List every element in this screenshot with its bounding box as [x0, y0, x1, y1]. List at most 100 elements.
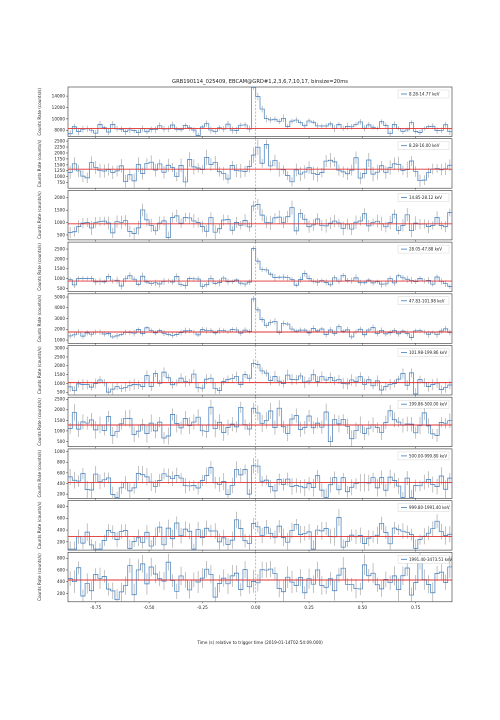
- legend: 8.28-14.77 keV: [397, 89, 450, 99]
- legend-label: 500.00-999.80 keV: [409, 453, 447, 458]
- legend: 14.85-28.12 keV: [397, 193, 450, 202]
- legend: 999.80-1991.40 keV: [397, 503, 450, 512]
- panel-7: 500 1000 1500 2000 2500 Counts Rate (counts/s…: [37, 397, 453, 449]
- y-tick-label: 2000: [54, 195, 65, 200]
- y-tick-label: 2500: [54, 354, 65, 359]
- legend-label: 999.80-1991.40 keV: [409, 505, 450, 510]
- y-tick-label: 12000: [52, 105, 66, 110]
- y-tick-label: 14000: [52, 94, 66, 99]
- y-tick-label: 600: [57, 567, 65, 572]
- legend: 500.00-999.80 keV: [397, 451, 450, 461]
- y-axis-label: Counts Rate (counts/s): [37, 191, 42, 239]
- y-axis-label: Counts Rate (counts/s): [37, 449, 42, 497]
- legend-label: 28.05-47.88 keV: [409, 247, 442, 252]
- y-axis-label: Counts Rate (counts/s): [37, 553, 42, 601]
- legend-box: [397, 296, 450, 305]
- panel-stack: 8000 10000 12000 14000 Counts Rate (counts/s…: [37, 86, 453, 610]
- y-tick-label: 1250: [54, 168, 65, 173]
- y-tick-label: 2500: [54, 246, 65, 251]
- y-tick-label: 1500: [54, 208, 65, 213]
- y-tick-label: 2000: [54, 327, 65, 332]
- y-axis-label: Counts Rate (counts/s): [37, 501, 42, 549]
- light-curve: [68, 465, 452, 498]
- legend: 1991.40-3473.51 keV: [397, 555, 452, 564]
- y-tick-label: 2500: [54, 138, 65, 143]
- legend: 101.98-199.86 keV: [397, 348, 450, 357]
- light-curve: [68, 517, 452, 550]
- panel-8: 200 400 600 800 1000 Counts Rate (counts/s) 50…: [37, 448, 453, 500]
- y-tick-label: 800: [57, 504, 65, 509]
- y-tick-label: 500: [57, 286, 65, 291]
- legend-box: [397, 193, 450, 202]
- y-tick-label: 500: [57, 390, 65, 395]
- light-curve: [68, 204, 452, 238]
- x-tick-label: -0.75: [90, 605, 101, 610]
- panel-10: 200 400 600 800 Counts Rate (counts/s) -0.75 -…: [37, 551, 452, 610]
- y-tick-label: 1500: [54, 418, 65, 423]
- y-tick-label: 600: [57, 516, 65, 521]
- y-axis-label: Counts Rate (counts/s): [37, 139, 42, 187]
- y-axis-label: Counts Rate (counts/s): [37, 294, 42, 342]
- y-tick-label: 400: [57, 527, 65, 532]
- y-tick-label: 1500: [54, 266, 65, 271]
- y-tick-label: 750: [57, 180, 65, 185]
- y-tick-label: 1000: [54, 381, 65, 386]
- panel-5: 1000 2000 3000 4000 5000 Counts Rate (counts/…: [37, 293, 453, 345]
- light-curve: [68, 406, 452, 443]
- y-tick-label: 1000: [54, 174, 65, 179]
- y-tick-label: 1500: [54, 372, 65, 377]
- legend: 199.86-500.00 keV: [397, 400, 450, 409]
- y-tick-label: 2250: [54, 144, 65, 149]
- y-tick-label: 1750: [54, 156, 65, 161]
- y-tick-label: 2000: [54, 256, 65, 261]
- panel-3: 500 1000 1500 2000 Counts Rate (counts/s) 14.…: [37, 190, 453, 242]
- y-tick-label: 1000: [54, 276, 65, 281]
- y-axis-label: Counts Rate (counts/s): [37, 243, 42, 291]
- y-axis-label: Counts Rate (counts/s): [37, 88, 42, 136]
- legend-box: [397, 244, 450, 254]
- y-tick-label: 800: [57, 556, 65, 561]
- y-tick-label: 500: [57, 439, 65, 444]
- y-tick-label: 5000: [54, 294, 65, 299]
- figure-title: GRB190114_025409, EBCAM@GRD#1,2,3,6,7,10…: [172, 79, 348, 85]
- legend-label: 14.85-28.12 keV: [409, 195, 442, 200]
- legend-label: 8.28-14.77 keV: [409, 92, 440, 97]
- y-tick-label: 200: [57, 492, 65, 497]
- legend-label: 47.83-101.98 keV: [409, 298, 445, 303]
- y-tick-label: 3000: [54, 316, 65, 321]
- x-tick-label: -0.50: [144, 605, 155, 610]
- light-curve: [68, 362, 452, 395]
- y-tick-label: 2000: [54, 363, 65, 368]
- y-tick-label: 2000: [54, 150, 65, 155]
- legend-box: [397, 348, 450, 357]
- x-tick-label: 0.75: [411, 605, 421, 610]
- legend-label: 1991.40-3473.51 keV: [409, 557, 452, 562]
- y-tick-label: 10000: [52, 116, 66, 121]
- y-tick-label: 400: [57, 481, 65, 486]
- y-tick-label: 1500: [54, 162, 65, 167]
- x-tick-label: 0.00: [251, 605, 261, 610]
- legend-box: [397, 503, 450, 512]
- panel-6: 500 1000 1500 2000 2500 3000 Counts Rate (coun…: [37, 345, 453, 397]
- light-curve: [68, 298, 452, 338]
- light-curve: [68, 144, 452, 183]
- legend-box: [397, 400, 450, 409]
- y-tick-label: 500: [57, 232, 65, 237]
- y-tick-label: 2000: [54, 407, 65, 412]
- panel-1: 8000 10000 12000 14000 Counts Rate (counts/s…: [37, 86, 453, 138]
- panel-4: 500 1000 1500 2000 2500 Counts Rate (counts/s…: [37, 241, 453, 294]
- y-tick-label: 1000: [54, 220, 65, 225]
- panel-9: 200 400 600 800 Counts Rate (counts/s) 999.80…: [37, 500, 453, 552]
- legend-label: 199.86-500.00 keV: [409, 402, 447, 407]
- legend: 47.83-101.98 keV: [397, 296, 450, 305]
- legend: 8.28-16.00 keV: [397, 141, 450, 150]
- legend-label: 101.98-199.86 keV: [409, 350, 447, 355]
- y-tick-label: 1000: [54, 428, 65, 433]
- legend-box: [397, 141, 450, 150]
- x-tick-label: -0.25: [197, 605, 208, 610]
- x-axis-label: Time (s) relative to trigger time (2019-…: [196, 640, 323, 645]
- x-tick-label: 0.50: [358, 605, 368, 610]
- y-tick-label: 8000: [54, 128, 65, 133]
